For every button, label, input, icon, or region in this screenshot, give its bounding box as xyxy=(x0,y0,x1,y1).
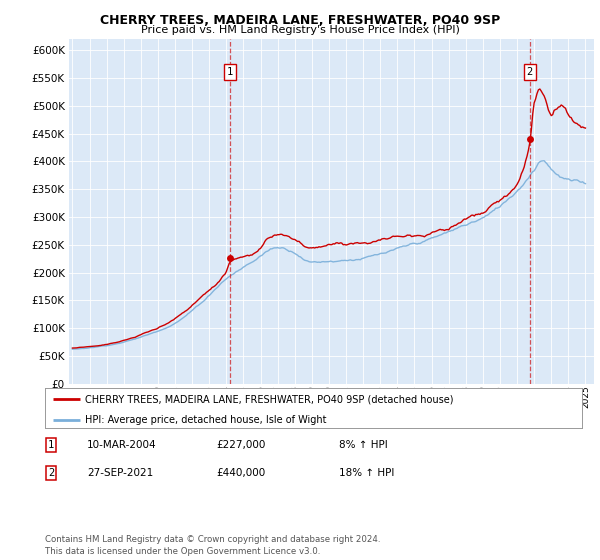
Text: 2: 2 xyxy=(48,468,54,478)
Text: Contains HM Land Registry data © Crown copyright and database right 2024.
This d: Contains HM Land Registry data © Crown c… xyxy=(45,535,380,556)
Text: 8% ↑ HPI: 8% ↑ HPI xyxy=(339,440,388,450)
Text: CHERRY TREES, MADEIRA LANE, FRESHWATER, PO40 9SP: CHERRY TREES, MADEIRA LANE, FRESHWATER, … xyxy=(100,14,500,27)
Text: 18% ↑ HPI: 18% ↑ HPI xyxy=(339,468,394,478)
Text: CHERRY TREES, MADEIRA LANE, FRESHWATER, PO40 9SP (detached house): CHERRY TREES, MADEIRA LANE, FRESHWATER, … xyxy=(85,394,454,404)
Text: 2: 2 xyxy=(527,67,533,77)
Text: 10-MAR-2004: 10-MAR-2004 xyxy=(87,440,157,450)
Text: 1: 1 xyxy=(48,440,54,450)
Text: £440,000: £440,000 xyxy=(216,468,265,478)
Text: Price paid vs. HM Land Registry's House Price Index (HPI): Price paid vs. HM Land Registry's House … xyxy=(140,25,460,35)
Text: HPI: Average price, detached house, Isle of Wight: HPI: Average price, detached house, Isle… xyxy=(85,414,327,424)
Text: £227,000: £227,000 xyxy=(216,440,265,450)
Text: 27-SEP-2021: 27-SEP-2021 xyxy=(87,468,153,478)
Text: 1: 1 xyxy=(227,67,233,77)
